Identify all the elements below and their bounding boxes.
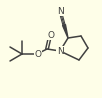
Text: N: N — [58, 6, 64, 15]
Text: O: O — [34, 49, 42, 59]
Text: N: N — [57, 46, 63, 55]
Text: O: O — [48, 30, 54, 39]
Polygon shape — [63, 25, 68, 38]
